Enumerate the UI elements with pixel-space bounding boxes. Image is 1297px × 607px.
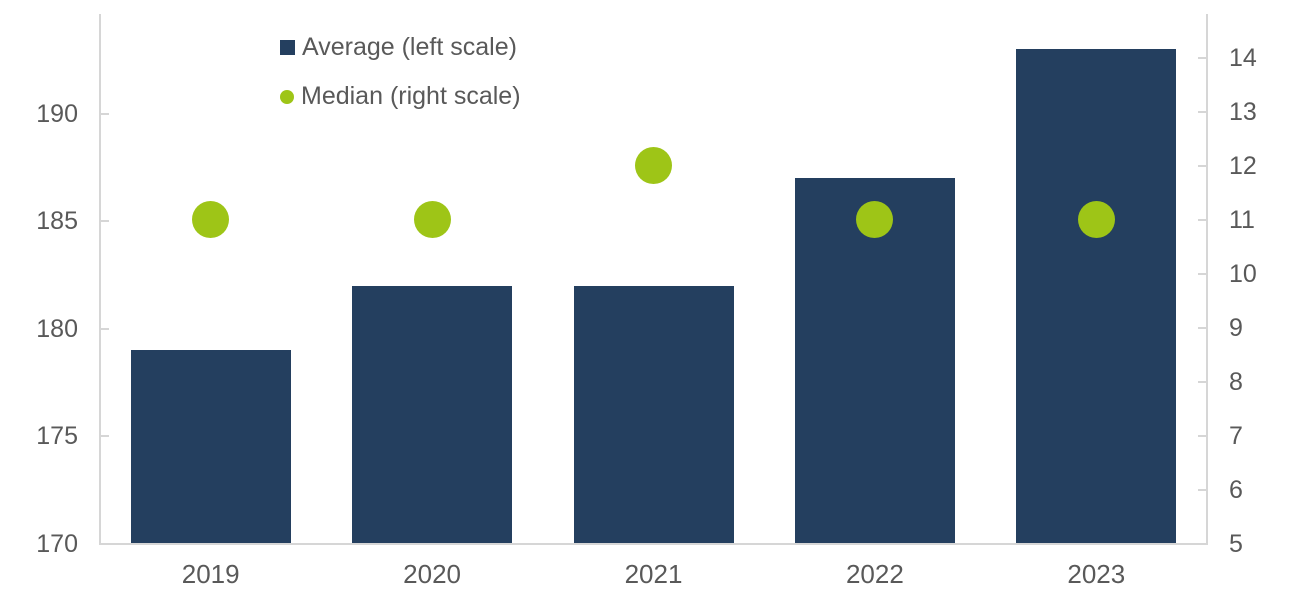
right-axis-tick	[1198, 272, 1207, 275]
right-axis-tick	[1198, 380, 1207, 383]
right-axis-tick	[1198, 218, 1207, 221]
left-axis-tick	[100, 220, 109, 223]
right-y-axis-line	[1206, 14, 1208, 545]
left-axis-tick-label: 170	[36, 530, 78, 558]
median-dot-2020	[413, 201, 451, 239]
right-axis-tick-label: 9	[1229, 313, 1243, 342]
left-axis-tick	[100, 435, 109, 438]
left-y-axis-line	[99, 14, 101, 545]
right-axis-tick	[1198, 110, 1207, 113]
left-axis-tick	[100, 112, 109, 115]
bar-2020	[352, 285, 513, 543]
left-axis-tick	[100, 543, 109, 545]
x-axis-label-2021: 2021	[624, 559, 683, 589]
right-axis-tick-label: 11	[1229, 205, 1255, 234]
right-axis-tick	[1198, 326, 1207, 329]
right-axis-tick-label: 10	[1229, 259, 1257, 288]
left-axis-tick-label: 175	[36, 422, 78, 451]
right-axis-tick	[1198, 434, 1207, 437]
right-axis-tick-label: 6	[1229, 475, 1243, 504]
median-dot-2022	[856, 201, 894, 239]
right-axis-tick-label: 5	[1229, 530, 1243, 558]
x-axis-line	[99, 543, 1208, 545]
right-axis-tick-label: 13	[1229, 97, 1257, 126]
median-dot-2023	[1077, 201, 1115, 239]
right-axis-tick-label: 14	[1229, 43, 1257, 72]
left-axis-tick-label: 190	[36, 99, 78, 128]
x-axis-label-2019: 2019	[181, 559, 240, 589]
average-series-square-icon	[280, 40, 295, 55]
legend-item-average: Average (left scale)	[280, 33, 521, 62]
median-series-circle-icon	[280, 89, 294, 104]
legend-item-median: Median (right scale)	[280, 82, 521, 111]
x-axis-label-2023: 2023	[1067, 559, 1126, 589]
bar-2019	[130, 350, 291, 543]
left-axis-tick	[100, 327, 109, 330]
x-axis-label-2020: 2020	[403, 559, 461, 589]
legend-label-average: Average (left scale)	[302, 33, 517, 61]
right-axis-tick	[1198, 56, 1207, 59]
right-axis-tick-label: 7	[1229, 421, 1243, 450]
right-axis-tick	[1198, 488, 1207, 491]
legend: Average (left scale) Median (right scale…	[280, 33, 521, 111]
right-axis-tick	[1198, 543, 1207, 545]
bar-2022	[794, 178, 955, 543]
bar-2021	[573, 285, 734, 543]
bar-2023	[1016, 49, 1177, 543]
right-axis-tick	[1198, 164, 1207, 167]
legend-label-median: Median (right scale)	[301, 82, 521, 110]
left-axis-tick-label: 180	[36, 314, 78, 343]
x-axis-label-2022: 2022	[845, 559, 904, 589]
right-axis-tick-label: 12	[1229, 151, 1257, 180]
left-axis-tick-label: 185	[36, 207, 78, 236]
median-dot-2021	[635, 147, 672, 185]
median-dot-2019	[192, 201, 230, 239]
right-axis-tick-label: 8	[1229, 367, 1243, 396]
